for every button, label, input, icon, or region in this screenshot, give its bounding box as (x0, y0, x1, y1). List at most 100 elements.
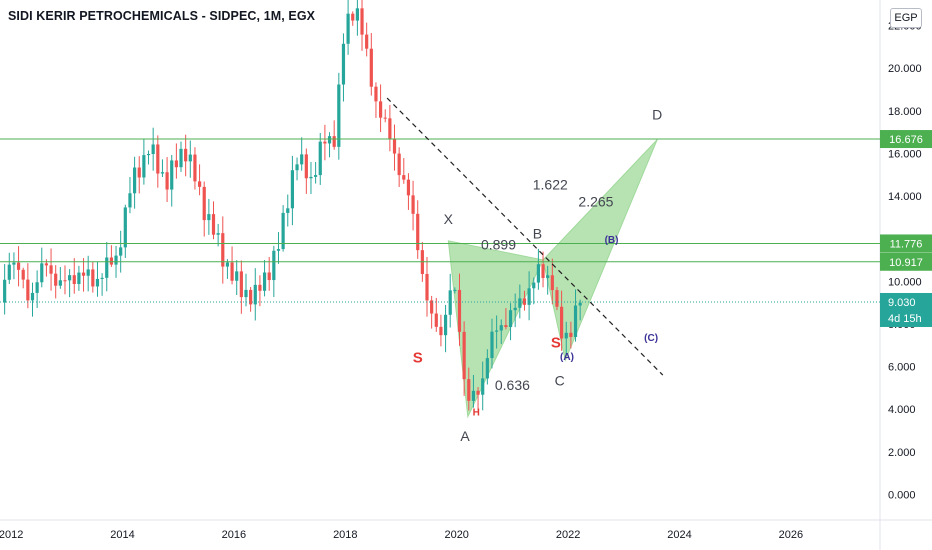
candle-body (341, 43, 346, 85)
candle-body (202, 186, 206, 221)
x-tick-label: 2026 (779, 529, 803, 541)
candle-body (21, 269, 25, 280)
level-price-label: 11.776 (890, 238, 923, 250)
candle-body (360, 8, 364, 35)
candle-body (170, 160, 174, 190)
candle-body (281, 212, 285, 250)
y-tick-label: 18.000 (888, 106, 922, 118)
level-price-tag (880, 252, 932, 271)
candle-body (504, 325, 508, 328)
wave-label: (B) (605, 235, 619, 246)
candle-body (383, 117, 387, 119)
pattern-point-label: X (444, 211, 454, 227)
y-tick-label: 10.000 (888, 276, 922, 288)
candle-body (58, 280, 62, 286)
candle-body (267, 272, 271, 281)
candle-body (262, 272, 267, 291)
level-price-label: 10.917 (889, 257, 923, 269)
candle-body (44, 263, 49, 266)
candle-body (142, 155, 146, 178)
candle-body (244, 289, 248, 298)
candle-body (235, 271, 239, 281)
ratio-label: 2.265 (578, 194, 613, 210)
candle-body (485, 358, 489, 379)
candle-body (513, 307, 517, 311)
candle-body (518, 298, 522, 308)
candle-body (86, 269, 90, 276)
candle-body (490, 331, 494, 359)
candle-body (295, 164, 299, 171)
y-tick-label: 4.000 (888, 404, 916, 416)
candle-body (462, 331, 466, 380)
wave-label: (C) (644, 333, 658, 344)
ratio-label: 1.622 (533, 177, 568, 193)
candle-body (560, 306, 564, 339)
candle-body (12, 262, 16, 265)
candle-body (160, 172, 165, 174)
candle-body (430, 300, 434, 314)
chart-title: SIDI KERIR PETROCHEMICALS - SIDPEC, 1M, … (8, 9, 316, 23)
candle-body (378, 101, 383, 118)
candle-body (481, 378, 485, 395)
candle-body (309, 176, 313, 179)
x-tick-label: 2012 (0, 529, 23, 541)
y-tick-label: 6.000 (888, 362, 916, 374)
candle-body (7, 264, 11, 280)
x-tick-label: 2024 (667, 529, 691, 541)
candle-body (388, 118, 392, 140)
pivot-label: H (473, 408, 480, 419)
x-tick-label: 2022 (556, 529, 580, 541)
candle-body (369, 48, 373, 87)
candle-body (16, 262, 21, 270)
pivot-label: S (413, 349, 423, 366)
candle-body (137, 167, 141, 178)
countdown-label: 4d 15h (888, 313, 922, 325)
candle-body (355, 8, 359, 21)
candle-body (392, 139, 397, 154)
candle-body (188, 154, 192, 162)
candle-body (105, 257, 109, 278)
trend-line (386, 97, 664, 376)
candle-body (411, 195, 415, 214)
candle-body (151, 144, 155, 155)
y-tick-label: 20.000 (888, 63, 922, 75)
candle-body (221, 233, 225, 267)
candle-body (253, 284, 257, 305)
candle-body (532, 282, 536, 289)
candle-body (54, 273, 58, 286)
candle-body (508, 310, 513, 328)
x-tick-label: 2016 (222, 529, 246, 541)
candle-body (457, 289, 462, 332)
candle-body (448, 290, 452, 315)
candle-body (564, 332, 568, 339)
pattern-point-label: B (533, 226, 542, 242)
candle-body (425, 273, 429, 301)
candle-body (323, 141, 327, 144)
current-price-label: 9.030 (888, 297, 916, 309)
candle-body (128, 193, 132, 208)
candle-body (406, 179, 411, 196)
candle-body (434, 313, 438, 327)
candle-body (230, 262, 234, 281)
candle-body (174, 160, 178, 168)
candle-body (569, 332, 573, 337)
candle-body (546, 275, 550, 278)
candle-body (258, 284, 262, 291)
candle-body (3, 279, 7, 303)
candle-body (573, 305, 578, 337)
wave-label: (A) (560, 352, 574, 363)
level-price-label: 16.676 (889, 134, 923, 146)
currency-button[interactable]: EGP (890, 8, 922, 28)
x-tick-label: 2020 (444, 529, 468, 541)
candle-body (522, 298, 527, 305)
candle-body (216, 233, 220, 235)
candle-body (314, 175, 318, 177)
x-tick-label: 2014 (110, 529, 134, 541)
candle-body (132, 167, 137, 194)
candle-body (91, 269, 95, 287)
candle-body (100, 277, 104, 279)
candle-body (318, 141, 322, 176)
candle-body (109, 257, 113, 265)
